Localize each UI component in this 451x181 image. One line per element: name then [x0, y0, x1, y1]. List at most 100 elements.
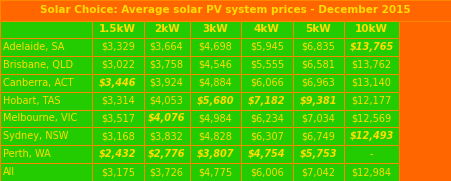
Bar [189, 21, 241, 38]
Bar [0, 92, 92, 110]
Text: $3,314: $3,314 [101, 96, 135, 106]
Bar [293, 127, 344, 145]
Text: Canberra, ACT: Canberra, ACT [3, 78, 74, 88]
Text: $5,945: $5,945 [250, 42, 284, 52]
Text: $4,775: $4,775 [198, 167, 232, 177]
Bar [344, 56, 399, 74]
Bar [344, 110, 399, 127]
Bar [344, 145, 399, 163]
Text: 5kW: 5kW [306, 24, 331, 34]
Bar [143, 92, 189, 110]
Text: $3,832: $3,832 [150, 131, 184, 141]
Bar [293, 145, 344, 163]
Text: $4,053: $4,053 [150, 96, 184, 106]
Bar [143, 74, 189, 92]
Bar [92, 74, 143, 92]
Bar [189, 163, 241, 181]
Text: $4,076: $4,076 [148, 113, 185, 123]
Bar [293, 74, 344, 92]
Bar [143, 145, 189, 163]
Text: $12,177: $12,177 [351, 96, 391, 106]
Text: $3,758: $3,758 [150, 60, 184, 70]
Text: $6,307: $6,307 [250, 131, 284, 141]
Bar [293, 38, 344, 56]
Bar [344, 127, 399, 145]
Text: $5,680: $5,680 [197, 96, 234, 106]
Text: $6,581: $6,581 [302, 60, 336, 70]
Bar [189, 110, 241, 127]
Bar [0, 163, 92, 181]
Text: $6,835: $6,835 [302, 42, 336, 52]
Text: $3,726: $3,726 [150, 167, 184, 177]
Text: $6,749: $6,749 [302, 131, 336, 141]
Text: $3,517: $3,517 [101, 113, 135, 123]
Bar [0, 127, 92, 145]
Text: $9,381: $9,381 [300, 96, 337, 106]
Bar [189, 127, 241, 145]
Bar [189, 145, 241, 163]
Bar [92, 110, 143, 127]
Bar [344, 21, 399, 38]
Text: $6,006: $6,006 [250, 167, 284, 177]
Text: Solar Choice: Average solar PV system prices - December 2015: Solar Choice: Average solar PV system pr… [40, 5, 411, 15]
Bar [241, 127, 293, 145]
Bar [92, 127, 143, 145]
Text: $6,963: $6,963 [302, 78, 336, 88]
Text: $5,753: $5,753 [300, 149, 337, 159]
Bar [293, 163, 344, 181]
Bar [92, 163, 143, 181]
Bar [241, 56, 293, 74]
Bar [143, 163, 189, 181]
Bar [344, 38, 399, 56]
Text: $4,754: $4,754 [248, 149, 285, 159]
Bar [344, 92, 399, 110]
Bar [189, 74, 241, 92]
Bar [0, 74, 92, 92]
Bar [0, 56, 92, 74]
Text: Melbourne, VIC: Melbourne, VIC [3, 113, 78, 123]
Text: Hobart, TAS: Hobart, TAS [3, 96, 60, 106]
Bar [143, 56, 189, 74]
Bar [293, 110, 344, 127]
Text: 4kW: 4kW [254, 24, 280, 34]
Bar [189, 56, 241, 74]
Text: 2kW: 2kW [154, 24, 179, 34]
Bar [241, 110, 293, 127]
Text: $12,984: $12,984 [351, 167, 391, 177]
Text: Brisbane, QLD: Brisbane, QLD [3, 60, 73, 70]
Text: $2,776: $2,776 [148, 149, 185, 159]
Bar [0, 38, 92, 56]
Bar [0, 0, 451, 21]
Bar [293, 21, 344, 38]
Bar [143, 127, 189, 145]
Text: $12,569: $12,569 [351, 113, 391, 123]
Bar [293, 92, 344, 110]
Bar [92, 38, 143, 56]
Text: $13,765: $13,765 [349, 42, 394, 52]
Text: $7,182: $7,182 [248, 96, 285, 106]
Bar [92, 145, 143, 163]
Text: All: All [3, 167, 15, 177]
Text: 10kW: 10kW [355, 24, 388, 34]
Text: $3,168: $3,168 [101, 131, 135, 141]
Bar [189, 92, 241, 110]
Bar [0, 110, 92, 127]
Text: $7,034: $7,034 [302, 113, 336, 123]
Bar [241, 21, 293, 38]
Text: $3,329: $3,329 [101, 42, 135, 52]
Bar [293, 56, 344, 74]
Text: Sydney, NSW: Sydney, NSW [3, 131, 69, 141]
Text: $5,555: $5,555 [250, 60, 284, 70]
Text: $4,698: $4,698 [198, 42, 232, 52]
Text: $13,140: $13,140 [351, 78, 391, 88]
Bar [143, 21, 189, 38]
Bar [0, 145, 92, 163]
Text: $6,234: $6,234 [250, 113, 284, 123]
Text: 1.5kW: 1.5kW [99, 24, 136, 34]
Bar [143, 110, 189, 127]
Bar [92, 56, 143, 74]
Text: Adelaide, SA: Adelaide, SA [3, 42, 64, 52]
Text: $3,022: $3,022 [101, 60, 135, 70]
Text: $4,884: $4,884 [198, 78, 232, 88]
Bar [143, 38, 189, 56]
